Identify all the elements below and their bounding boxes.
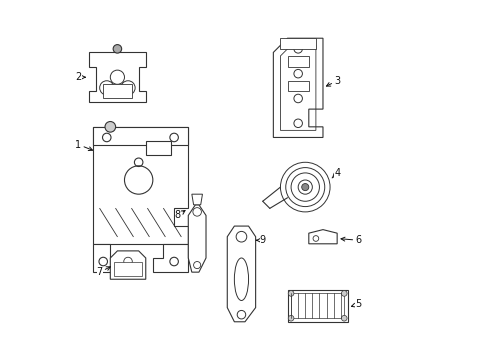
Bar	[146, 141, 171, 155]
Polygon shape	[93, 127, 188, 244]
Polygon shape	[89, 53, 146, 102]
Text: 6: 6	[341, 235, 362, 245]
Text: 2: 2	[75, 72, 85, 82]
Bar	[114, 261, 142, 276]
Polygon shape	[227, 226, 256, 322]
Bar	[291, 293, 344, 318]
Bar	[288, 81, 309, 91]
Polygon shape	[309, 230, 337, 244]
Text: 3: 3	[326, 76, 340, 86]
Circle shape	[105, 122, 116, 132]
Text: 9: 9	[257, 235, 266, 245]
Circle shape	[113, 45, 122, 53]
Text: 1: 1	[75, 140, 93, 150]
Text: 5: 5	[351, 299, 362, 309]
Bar	[93, 127, 188, 145]
Text: 7: 7	[97, 267, 110, 277]
Circle shape	[302, 184, 309, 191]
Bar	[288, 290, 348, 322]
Bar	[288, 56, 309, 67]
Circle shape	[342, 291, 347, 296]
Polygon shape	[192, 194, 202, 205]
Polygon shape	[110, 251, 146, 279]
Polygon shape	[188, 205, 206, 272]
Circle shape	[288, 291, 294, 296]
Polygon shape	[93, 244, 121, 272]
Polygon shape	[273, 38, 323, 138]
Text: 8: 8	[174, 211, 185, 220]
Circle shape	[342, 315, 347, 321]
Bar	[280, 38, 316, 49]
Polygon shape	[153, 244, 188, 272]
Bar	[103, 84, 132, 99]
Text: 4: 4	[332, 168, 340, 178]
Circle shape	[288, 315, 294, 321]
